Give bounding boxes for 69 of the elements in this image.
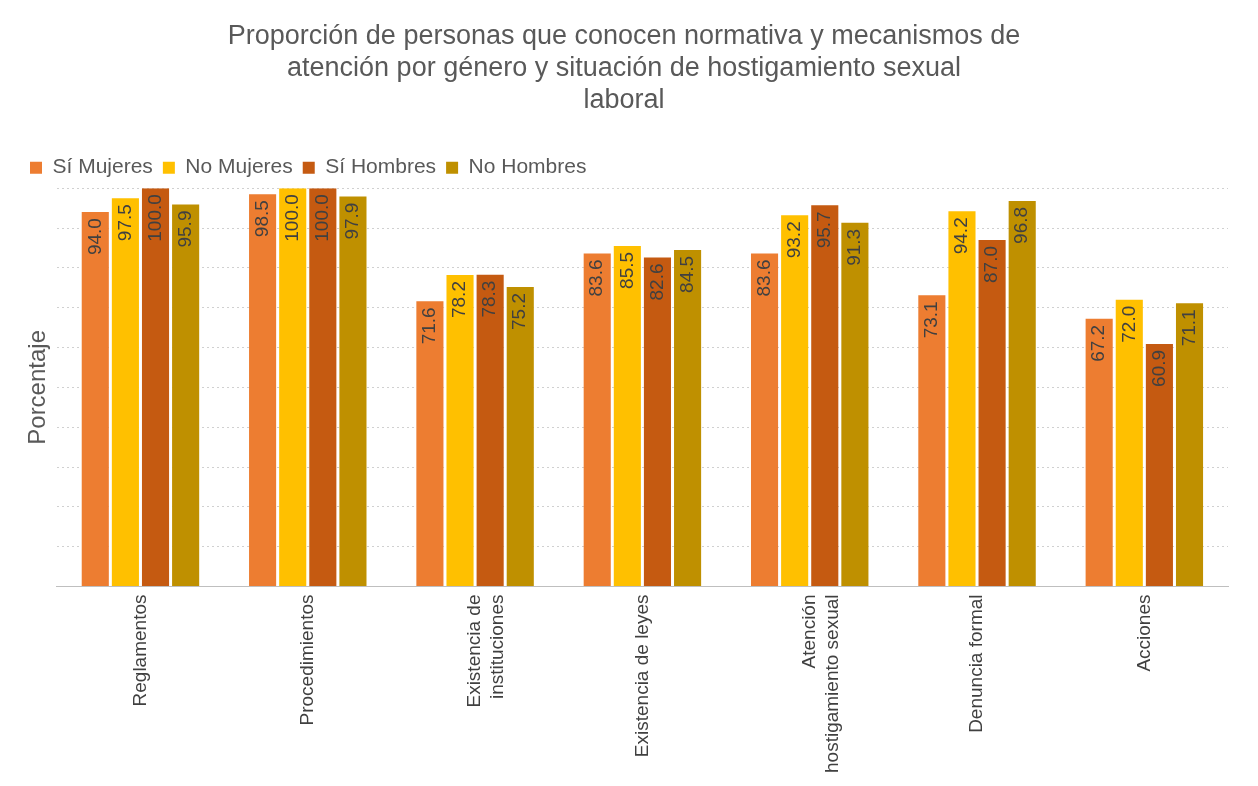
bar (1175, 303, 1204, 586)
data-label: 94.2 (950, 217, 972, 255)
bar (643, 257, 672, 586)
data-label: 73.1 (920, 301, 942, 339)
data-label: 95.9 (173, 210, 195, 248)
legend-label: No Hombres (468, 154, 587, 178)
data-label: 67.2 (1087, 324, 1109, 362)
data-label: 75.2 (508, 292, 530, 330)
bar (750, 253, 779, 586)
bar (918, 295, 946, 586)
data-label: 78.2 (448, 281, 470, 319)
bar (172, 204, 200, 586)
x-tick-label: Reglamentos (128, 594, 150, 707)
bar (1115, 299, 1143, 586)
data-label: 71.1 (1177, 309, 1199, 347)
x-tick-label: Existencia de instituciones (463, 594, 508, 708)
data-label: 71.6 (418, 307, 440, 345)
bar (476, 274, 504, 586)
chart-title: Proporción de personas que conocen normativa y mecanismos de atención por género y situación de hostigamiento sexual laboral (227, 19, 1021, 115)
bar (446, 275, 474, 586)
legend-label: Sí Hombres (325, 154, 437, 178)
data-label: 97.9 (341, 202, 363, 240)
data-label: 100.0 (143, 194, 165, 242)
data-label: 91.3 (843, 228, 865, 266)
data-label: 84.5 (675, 255, 697, 293)
bar (279, 188, 307, 586)
bar (811, 205, 839, 586)
data-label: 78.3 (478, 280, 500, 318)
bar (1145, 343, 1173, 586)
x-tick-label: Existencia de leyes (630, 594, 652, 758)
y-axis-title: Porcentaje (23, 329, 51, 445)
data-label: 93.2 (782, 221, 804, 259)
data-label: 87.0 (980, 245, 1002, 283)
data-label: 85.5 (615, 251, 637, 289)
data-label: 98.5 (250, 200, 272, 238)
x-tick-label: Denuncia formal (965, 594, 987, 733)
bar (948, 211, 976, 586)
bar (81, 212, 109, 586)
bar (339, 196, 367, 586)
bar (1085, 318, 1113, 586)
data-label: 72.0 (1117, 305, 1139, 343)
data-label: 95.7 (813, 211, 835, 249)
x-tick-label: Atención hostigamiento sexual (797, 594, 842, 773)
bar (111, 198, 139, 586)
bar (506, 286, 534, 586)
data-label: 100.0 (280, 194, 302, 242)
bar (583, 253, 611, 586)
data-label: 94.0 (83, 218, 105, 256)
legend-label: Sí Mujeres (52, 154, 153, 178)
bar (613, 245, 641, 586)
data-label: 83.6 (752, 259, 774, 297)
data-label: 97.5 (113, 204, 135, 242)
bar (841, 222, 869, 586)
x-tick-label: Procedimientos (296, 594, 318, 726)
bar (249, 194, 277, 586)
bar (141, 188, 170, 586)
bar (1008, 200, 1036, 586)
data-label: 100.0 (311, 194, 333, 242)
bar (978, 239, 1006, 586)
data-label: 82.6 (645, 263, 667, 301)
data-label: 83.6 (585, 259, 607, 297)
data-label: 60.9 (1147, 349, 1169, 387)
bar (309, 188, 337, 586)
data-label: 96.8 (1010, 206, 1032, 244)
x-tick-label: Acciones (1132, 594, 1154, 672)
bar (781, 215, 809, 586)
legend-label: No Mujeres (185, 154, 293, 178)
bar (674, 249, 702, 586)
bar (416, 301, 444, 586)
